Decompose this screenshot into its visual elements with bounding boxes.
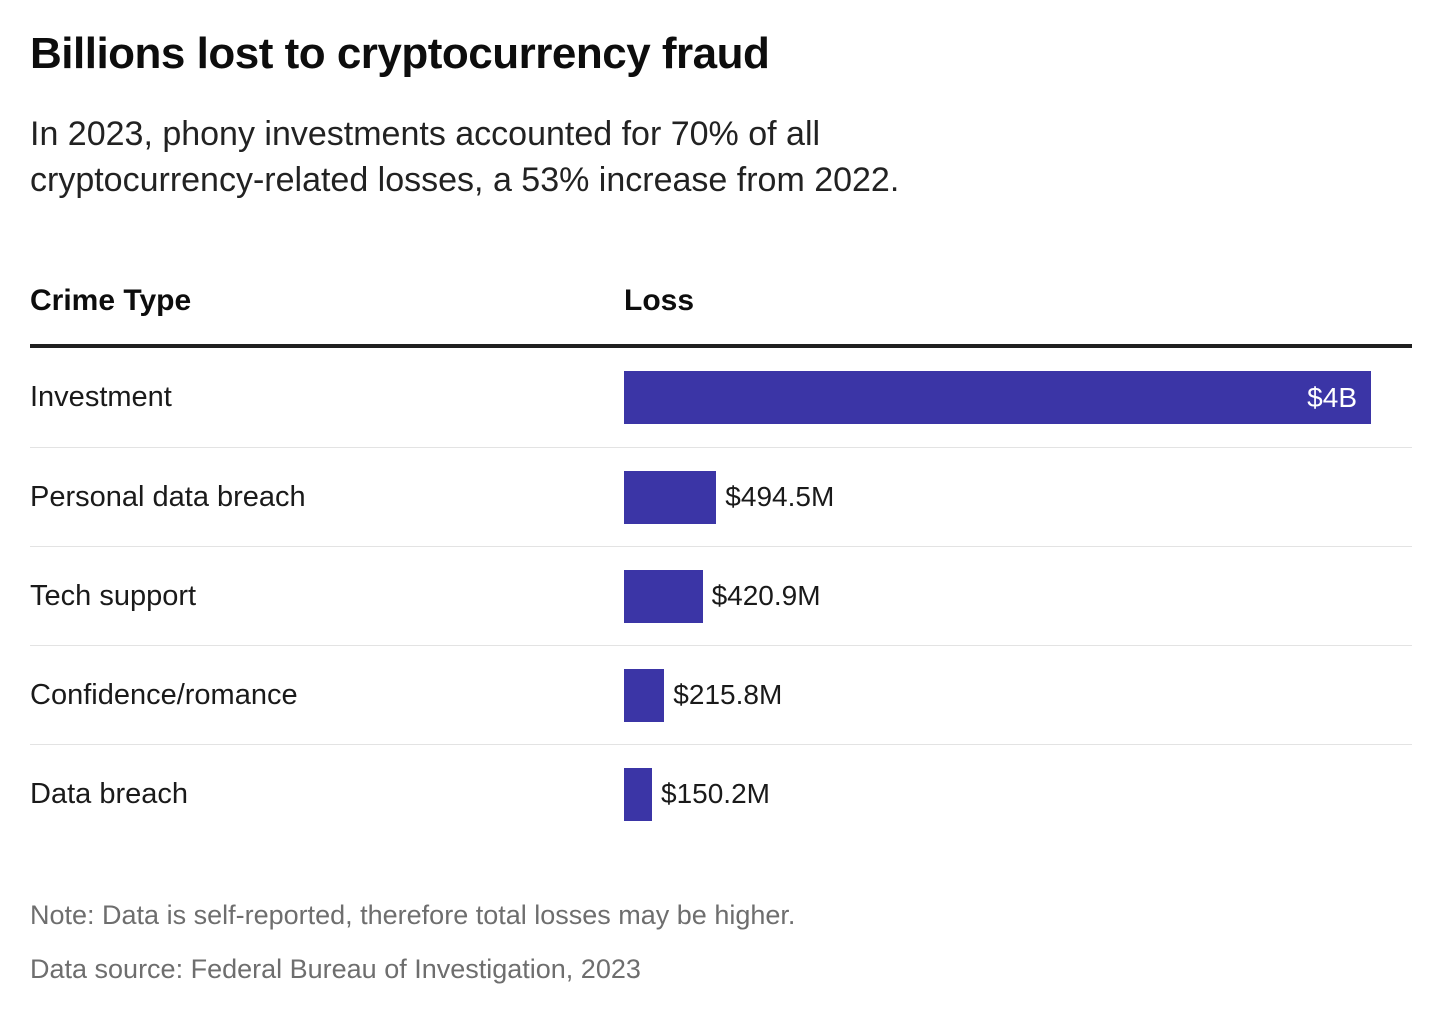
crime-type-label: Tech support [30,579,197,612]
loss-bar-cell: $420.9M [624,547,1412,645]
column-header-loss: Loss [624,284,695,318]
table-header-row: Crime Type Loss [30,284,1412,349]
crime-type-label: Personal data breach [30,480,306,513]
crime-type-label: Confidence/romance [30,678,298,711]
chart-title: Billions lost to cryptocurrency fraud [30,29,770,78]
loss-value-label: $150.2M [661,778,770,810]
loss-bar-cell: $494.5M [624,448,1412,546]
chart-footer: Note: Data is self-reported, therefore t… [30,897,1412,987]
bar-table: Crime Type Loss Investment $4B Personal da… [30,284,1412,843]
crime-type-label: Investment [30,381,172,414]
table-row: Confidence/romance $215.8M [30,645,1412,744]
loss-bar [624,668,665,722]
column-header-crime-type: Crime Type [30,284,192,318]
loss-value-label: $4B [1307,381,1357,413]
loss-bar-cell: $150.2M [624,745,1412,843]
loss-value-label: $494.5M [725,481,835,513]
loss-bar [624,569,703,623]
footer-source: Data source: Federal Bureau of Investiga… [30,953,641,984]
loss-bar: $4B [624,371,1371,425]
loss-value-label: $215.8M [673,679,783,711]
loss-bar [624,767,652,821]
table-row: Investment $4B [30,348,1412,447]
table-row: Tech support $420.9M [30,546,1412,645]
loss-value-label: $420.9M [711,580,821,612]
crime-type-label: Data breach [30,777,188,810]
table-row: Personal data breach $494.5M [30,447,1412,546]
chart-subtitle: In 2023, phony investments accounted for… [30,115,900,200]
loss-bar [624,470,717,524]
loss-bar-cell: $215.8M [624,646,1412,744]
loss-bar-cell: $4B [624,348,1412,447]
table-body: Investment $4B Personal data breach $494.5M… [30,348,1412,843]
footer-note: Note: Data is self-reported, therefore t… [30,900,796,931]
table-row: Data breach $150.2M [30,744,1412,843]
